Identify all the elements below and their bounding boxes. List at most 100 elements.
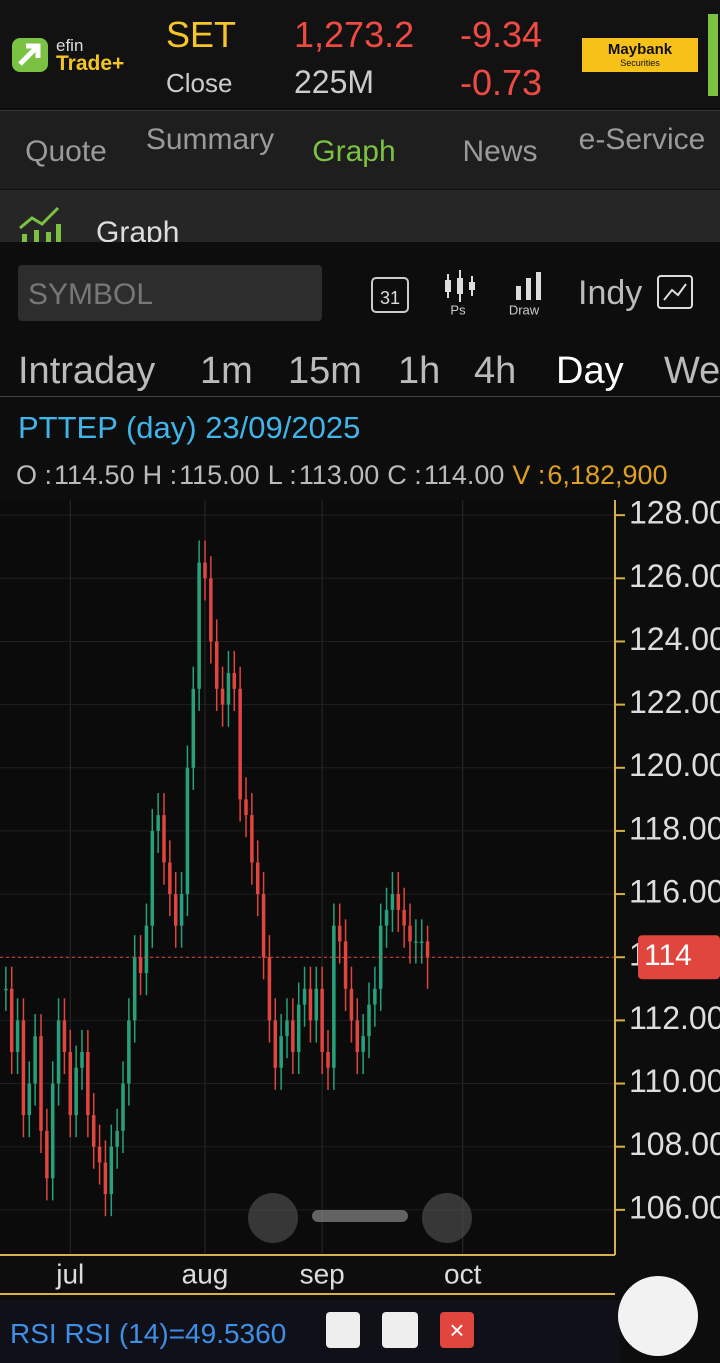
- ohlc-value: 113.00: [298, 460, 380, 490]
- timeframe[interactable]: 4h: [474, 350, 517, 392]
- candle-body: [390, 894, 395, 910]
- ohlc-value: 6,182,900: [547, 460, 668, 490]
- rsi-panel: RSI RSI (14)=49.5360 ×: [0, 1300, 620, 1363]
- tab[interactable]: News: [462, 135, 538, 168]
- candle-body: [150, 830, 155, 926]
- candle-body: [138, 957, 143, 974]
- calendar-icon[interactable]: 31: [370, 272, 410, 314]
- timeframe[interactable]: We: [664, 350, 720, 392]
- broker-sub: Securities: [620, 58, 660, 68]
- ohlc-value: 115.00: [179, 460, 260, 490]
- candle-body: [355, 1020, 360, 1052]
- draw-icon[interactable]: Draw: [506, 268, 556, 320]
- tab[interactable]: e-Service: [578, 123, 706, 156]
- candle-body: [80, 1051, 84, 1068]
- candle-body: [232, 673, 237, 689]
- candle-body: [308, 988, 313, 1021]
- symbol-input[interactable]: SYMBOL: [18, 265, 322, 321]
- candle-body: [261, 894, 266, 958]
- candle-body: [419, 941, 424, 943]
- plot-area: [0, 500, 615, 1255]
- candle-body: [9, 988, 14, 1052]
- candle-body: [144, 925, 149, 974]
- candle-body: [91, 1115, 96, 1147]
- candle-body: [238, 688, 242, 800]
- candle-body: [314, 988, 319, 1021]
- placeholder: SYMBOL: [28, 278, 154, 311]
- x-tick-label: sep: [300, 1258, 345, 1289]
- candle-body: [74, 1067, 78, 1116]
- indy-button[interactable]: Indy: [578, 274, 643, 312]
- candle-body: [62, 1020, 67, 1052]
- candle-body: [296, 1004, 301, 1052]
- candle-body: [209, 578, 213, 642]
- candle-body: [68, 1051, 73, 1116]
- ohlc-line: O :114.50 H :115.00 L :113.00 C :114.00 V :6…: [16, 460, 676, 491]
- ohlc-value: 114.50: [54, 460, 135, 490]
- volume: 225M: [294, 64, 375, 100]
- candle-body: [273, 1020, 278, 1068]
- tab[interactable]: Quote: [25, 135, 107, 168]
- timeframe[interactable]: Intraday: [18, 350, 156, 392]
- zoom-out[interactable]: [248, 1193, 298, 1243]
- candle-body: [396, 894, 401, 910]
- candle-body: [425, 941, 430, 958]
- timeframe[interactable]: 1m: [200, 350, 253, 392]
- candle-body: [408, 925, 412, 942]
- candle-body: [320, 988, 324, 1052]
- candle-body: [15, 1020, 20, 1052]
- broker: Maybank: [607, 41, 673, 58]
- index-change: -9.34: [460, 14, 543, 55]
- index-value: 1,273.2: [294, 14, 415, 55]
- candle-body: [97, 1146, 102, 1163]
- y-tick-label: 108.00: [629, 1126, 720, 1162]
- ps-label: Ps: [450, 302, 466, 317]
- up-button[interactable]: [326, 1312, 360, 1348]
- status: Close: [166, 68, 233, 98]
- timeframe[interactable]: 1h: [398, 350, 441, 392]
- y-tick-label: 124.00: [629, 621, 720, 657]
- candle-body: [291, 1020, 295, 1052]
- x-tick-label: jul: [55, 1258, 84, 1289]
- close-button[interactable]: ×: [440, 1312, 474, 1348]
- timeframe[interactable]: 15m: [288, 350, 362, 392]
- candle-body: [367, 1004, 371, 1037]
- brand: efin: [56, 36, 84, 55]
- candle-body: [255, 862, 260, 895]
- x-tick-label: oct: [444, 1258, 482, 1289]
- ohlc-value: 114.00: [423, 460, 505, 490]
- candle-body: [86, 1051, 90, 1116]
- tab[interactable]: Graph: [312, 135, 396, 168]
- float-button[interactable]: [618, 1276, 698, 1356]
- candle-body: [384, 909, 389, 926]
- ohlc-label: H :: [142, 460, 178, 490]
- candle-body: [361, 1036, 365, 1052]
- candle-body: [185, 767, 190, 895]
- candle-body: [121, 1083, 125, 1131]
- candle-body: [285, 1020, 289, 1037]
- timeframe[interactable]: Day: [556, 350, 624, 392]
- index-name: SET: [166, 14, 237, 55]
- section-bar: Graph: [0, 190, 720, 242]
- zoom-in[interactable]: [422, 1193, 472, 1243]
- candle-body: [214, 641, 219, 689]
- ohlc-label: V :: [512, 460, 546, 490]
- candle-body: [343, 941, 348, 989]
- candle-body: [197, 562, 201, 689]
- settings-button[interactable]: [382, 1312, 418, 1348]
- ohlc-label: C :: [387, 460, 422, 490]
- ohlc-label: O :: [16, 460, 53, 490]
- candle-body: [168, 862, 172, 895]
- candle-body: [226, 673, 231, 705]
- draw-label: Draw: [509, 302, 540, 317]
- candle-body: [179, 894, 184, 926]
- candle-body: [279, 1036, 283, 1068]
- candle-body: [326, 1051, 330, 1068]
- ps-icon[interactable]: Ps: [440, 268, 480, 320]
- candle-body: [127, 1020, 131, 1084]
- indy-icon[interactable]: [656, 274, 696, 312]
- status-bar: [708, 14, 718, 96]
- tab[interactable]: Summary: [145, 123, 275, 156]
